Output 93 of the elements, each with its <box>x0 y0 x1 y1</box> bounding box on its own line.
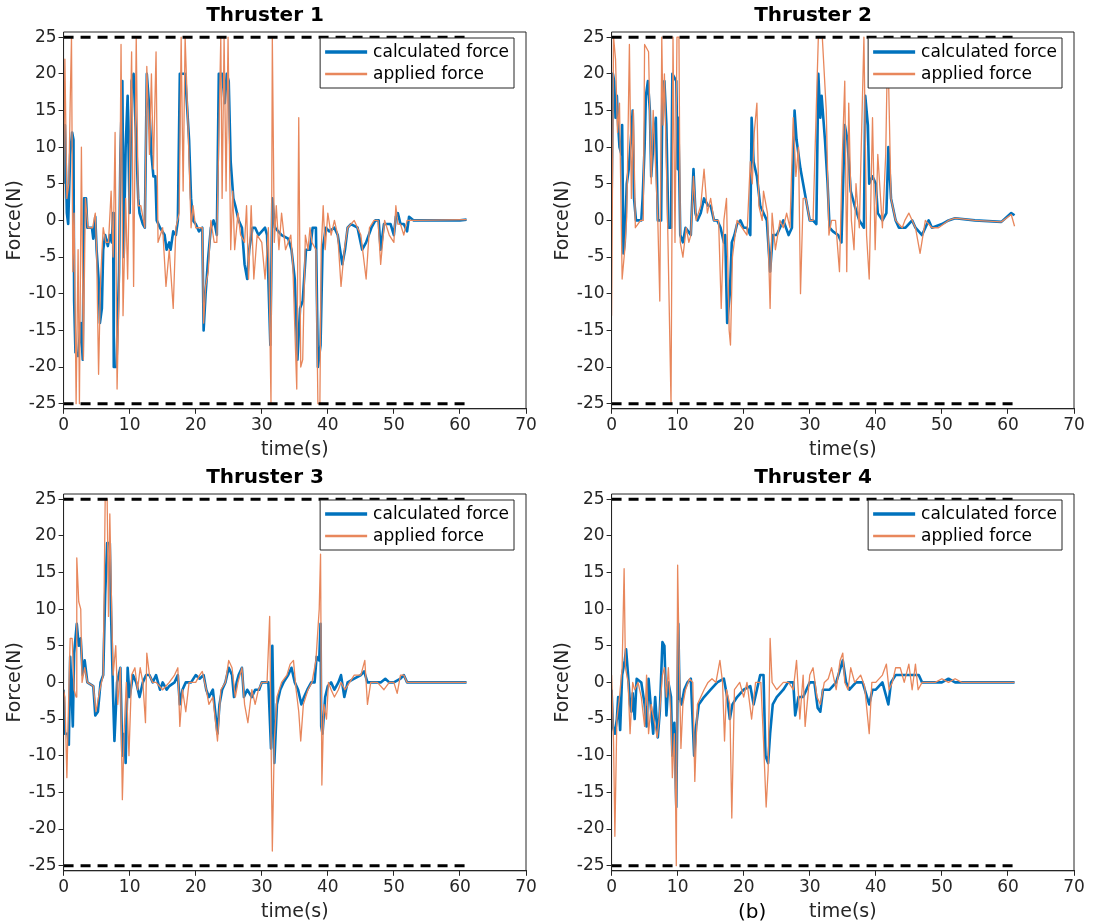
y-tick-label: 25 <box>582 25 605 46</box>
y-tick-label: -10 <box>576 744 605 765</box>
x-tick-label: 50 <box>931 414 953 435</box>
y-tick-label: -15 <box>28 780 57 801</box>
x-axis-title: time(s) <box>260 436 329 459</box>
y-tick-label: 5 <box>593 172 605 193</box>
y-tick-label: 20 <box>34 524 57 545</box>
x-tick-label: 60 <box>997 876 1019 897</box>
y-tick-label: 0 <box>593 208 605 229</box>
y-tick-label: 15 <box>34 98 57 119</box>
y-tick-label: -20 <box>28 355 57 376</box>
x-tick-label: 30 <box>250 414 273 435</box>
y-tick-label: 25 <box>34 487 57 508</box>
legend-label: applied force <box>373 63 485 84</box>
y-tick-label: -20 <box>28 817 57 838</box>
y-tick-label: -20 <box>576 817 605 838</box>
y-tick-label: -25 <box>576 392 605 413</box>
y-tick-label: -5 <box>39 245 57 266</box>
y-tick-label: -25 <box>576 854 605 875</box>
x-tick-label: 70 <box>1063 414 1085 435</box>
y-axis-title: Force(N) <box>2 180 25 261</box>
x-tick-label: 70 <box>1063 876 1085 897</box>
x-tick-label: 50 <box>931 876 953 897</box>
x-tick-label: 40 <box>864 414 887 435</box>
x-tick-label: 40 <box>316 414 339 435</box>
text: (b) <box>738 899 767 923</box>
y-tick-label: 10 <box>582 135 605 156</box>
x-tick-label: 10 <box>666 876 689 897</box>
y-tick-label: 10 <box>34 135 57 156</box>
x-axis-title: time(s) <box>260 898 329 921</box>
x-tick-label: 50 <box>383 876 405 897</box>
chart-title: Thruster 4 <box>754 464 872 489</box>
y-tick-label: -10 <box>28 744 57 765</box>
x-tick-label: 20 <box>184 876 207 897</box>
x-axis-title: time(s) <box>808 898 877 921</box>
legend-label: calculated force <box>373 41 510 62</box>
x-tick-label: 30 <box>798 876 821 897</box>
x-tick-label: 60 <box>997 414 1019 435</box>
y-tick-label: -10 <box>28 282 57 303</box>
legend-label: calculated force <box>921 503 1058 524</box>
x-tick-label: 50 <box>383 414 405 435</box>
x-tick-label: 60 <box>449 876 471 897</box>
y-tick-label: 10 <box>582 597 605 618</box>
y-tick-label: -15 <box>576 318 605 339</box>
y-tick-label: -5 <box>39 707 57 728</box>
y-tick-label: 0 <box>45 670 57 691</box>
y-axis-title: Force(N) <box>2 642 25 723</box>
y-tick-label: -5 <box>587 245 605 266</box>
y-tick-label: 15 <box>582 560 605 581</box>
y-tick-label: 10 <box>34 597 57 618</box>
x-tick-label: 60 <box>449 414 471 435</box>
x-tick-label: 20 <box>732 876 755 897</box>
chart-title: Thruster 3 <box>206 464 324 489</box>
y-tick-label: 0 <box>593 670 605 691</box>
x-axis-title: time(s) <box>808 436 877 459</box>
x-tick-label: 20 <box>184 414 207 435</box>
x-tick-label: 40 <box>864 876 887 897</box>
y-tick-label: 20 <box>582 62 605 83</box>
y-tick-label: -25 <box>28 392 57 413</box>
x-tick-label: 40 <box>316 876 339 897</box>
y-tick-label: -25 <box>28 854 57 875</box>
y-tick-label: 5 <box>45 634 57 655</box>
y-tick-label: -15 <box>576 780 605 801</box>
y-tick-label: 20 <box>34 62 57 83</box>
x-tick-label: 30 <box>798 414 821 435</box>
y-tick-label: -5 <box>587 707 605 728</box>
x-tick-label: 30 <box>250 876 273 897</box>
y-axis-title: Force(N) <box>550 180 573 261</box>
y-tick-label: 20 <box>582 524 605 545</box>
legend-label: calculated force <box>921 41 1058 62</box>
x-tick-label: 10 <box>118 876 141 897</box>
y-tick-label: -10 <box>576 282 605 303</box>
chart-title: Thruster 1 <box>206 2 324 27</box>
y-tick-label: 25 <box>582 487 605 508</box>
x-tick-label: 70 <box>515 876 537 897</box>
legend-label: applied force <box>921 525 1033 546</box>
x-tick-label: 10 <box>118 414 141 435</box>
x-tick-label: 10 <box>666 414 689 435</box>
x-tick-label: 20 <box>732 414 755 435</box>
y-tick-label: -20 <box>576 355 605 376</box>
y-tick-label: -15 <box>28 318 57 339</box>
chart-title: Thruster 2 <box>754 2 872 27</box>
legend-label: applied force <box>373 525 485 546</box>
y-tick-label: 5 <box>593 634 605 655</box>
y-axis-title: Force(N) <box>550 642 573 723</box>
legend-label: calculated force <box>373 503 510 524</box>
y-tick-label: 15 <box>582 98 605 119</box>
x-tick-label: 70 <box>515 414 537 435</box>
y-tick-label: 25 <box>34 25 57 46</box>
legend-label: applied force <box>921 63 1033 84</box>
y-tick-label: 15 <box>34 560 57 581</box>
y-tick-label: 0 <box>45 208 57 229</box>
y-tick-label: 5 <box>45 172 57 193</box>
